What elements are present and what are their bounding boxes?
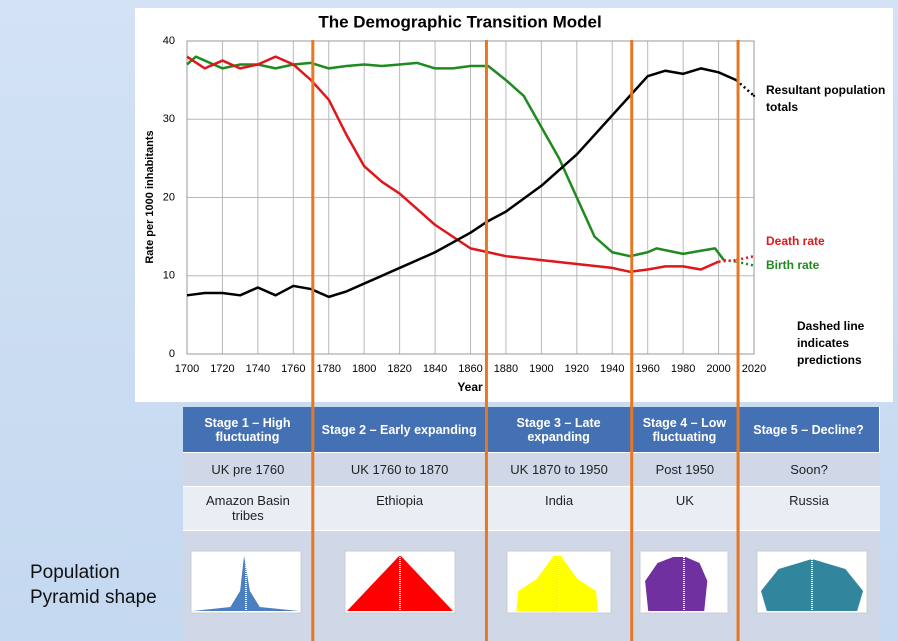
x-tick-label: 1740 [246,363,270,375]
prediction-line [736,260,755,267]
plot-frame [186,40,755,355]
x-axis-label: Year [457,380,483,394]
table-header: Stage 2 – Early expanding [312,407,487,452]
table-cell: UK pre 1760 [183,452,313,486]
series-label: Resultant population totals [766,83,886,114]
table-header: Stage 3 – Late expanding [486,407,632,452]
x-tick-label: 1880 [494,363,518,375]
y-tick-label: 0 [169,348,175,360]
x-tick-label: 1940 [600,363,624,375]
x-tick-label: 1780 [317,363,341,375]
series-line [186,55,720,274]
table-cell: Russia [738,486,880,530]
table-cell: India [486,486,632,530]
prediction-point [752,94,756,97]
x-tick-label: 2020 [742,363,766,375]
annotation: Dashed line indicates predictions [797,319,865,367]
x-tick-label: 2000 [706,363,730,375]
series-line [186,55,725,261]
x-tick-label: 1760 [281,363,305,375]
table-header: Stage 5 – Decline? [738,407,880,452]
table-cell: Amazon Basin tribes [183,486,313,530]
pyramid-shape [645,557,708,611]
series-label: Death rate [766,234,825,248]
table-cell: UK 1870 to 1950 [486,452,632,486]
x-tick-label: 1900 [529,363,553,375]
x-tick-label: 1860 [458,363,482,375]
table-cell: UK [631,486,739,530]
y-axis-label: Rate per 1000 inhabitants [144,130,156,263]
x-tick-label: 1980 [671,363,695,375]
pyramid-label: Population Pyramid shape [30,562,157,608]
table-cell: Soon? [738,452,880,486]
y-tick-label: 30 [163,113,175,125]
prediction-connector [735,79,755,97]
x-tick-label: 1920 [565,363,589,375]
series-label: Birth rate [766,258,820,272]
pyramid-shape [516,556,598,611]
x-tick-label: 1800 [352,363,376,375]
chart-title: The Demographic Transition Model [318,12,601,31]
table-header: Stage 1 – High fluctuating [183,407,313,452]
y-tick-label: 40 [163,35,175,47]
table-cell: Post 1950 [631,452,739,486]
series-line [186,67,737,299]
y-tick-label: 10 [163,270,175,282]
x-tick-label: 1820 [387,363,411,375]
x-tick-label: 1960 [635,363,659,375]
x-tick-label: 1840 [423,363,447,375]
x-tick-label: 1700 [175,363,199,375]
prediction-line [736,254,755,262]
table-cell: Ethiopia [312,486,487,530]
x-tick-label: 1720 [210,363,234,375]
table-cell: UK 1760 to 1870 [312,452,487,486]
y-tick-label: 20 [163,191,175,203]
